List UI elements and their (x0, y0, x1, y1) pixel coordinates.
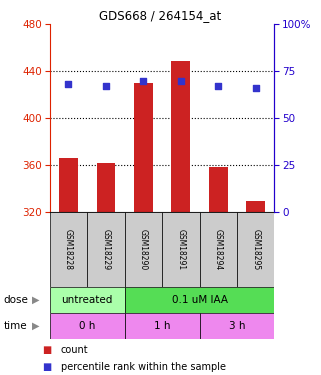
Bar (162, 212, 200, 287)
Text: ■: ■ (42, 362, 51, 372)
Bar (125, 313, 200, 339)
Bar (50, 287, 125, 313)
Bar (171, 61, 190, 212)
Bar (200, 313, 274, 339)
Bar (97, 163, 115, 212)
Bar (200, 212, 237, 287)
Text: dose: dose (3, 295, 28, 305)
Point (253, 85, 258, 91)
Text: untreated: untreated (62, 295, 113, 305)
Text: count: count (61, 345, 89, 355)
Point (216, 83, 221, 89)
Bar (50, 313, 125, 339)
Text: percentile rank within the sample: percentile rank within the sample (61, 362, 226, 372)
Text: GSM18291: GSM18291 (176, 229, 185, 270)
Text: GSM18290: GSM18290 (139, 229, 148, 270)
Text: ▶: ▶ (32, 295, 39, 305)
Text: 1 h: 1 h (154, 321, 170, 331)
Text: ■: ■ (42, 345, 51, 355)
Bar (125, 212, 162, 287)
Text: 0.1 uM IAA: 0.1 uM IAA (171, 295, 228, 305)
Text: GSM18294: GSM18294 (214, 229, 223, 270)
Point (141, 78, 146, 84)
Bar (247, 201, 265, 212)
Text: GSM18229: GSM18229 (101, 229, 110, 270)
Bar (134, 83, 153, 212)
Text: GSM18228: GSM18228 (64, 229, 73, 270)
Bar (50, 212, 87, 287)
Point (103, 83, 108, 89)
Text: GSM18295: GSM18295 (251, 229, 260, 270)
Bar (237, 212, 274, 287)
Bar (87, 212, 125, 287)
Point (178, 78, 183, 84)
Text: time: time (3, 321, 27, 331)
Bar (59, 158, 78, 212)
Text: 3 h: 3 h (229, 321, 245, 331)
Bar (125, 287, 274, 313)
Point (66, 81, 71, 87)
Text: 0 h: 0 h (79, 321, 95, 331)
Bar (209, 167, 228, 212)
Text: ▶: ▶ (32, 321, 39, 331)
Text: GDS668 / 264154_at: GDS668 / 264154_at (100, 9, 221, 22)
